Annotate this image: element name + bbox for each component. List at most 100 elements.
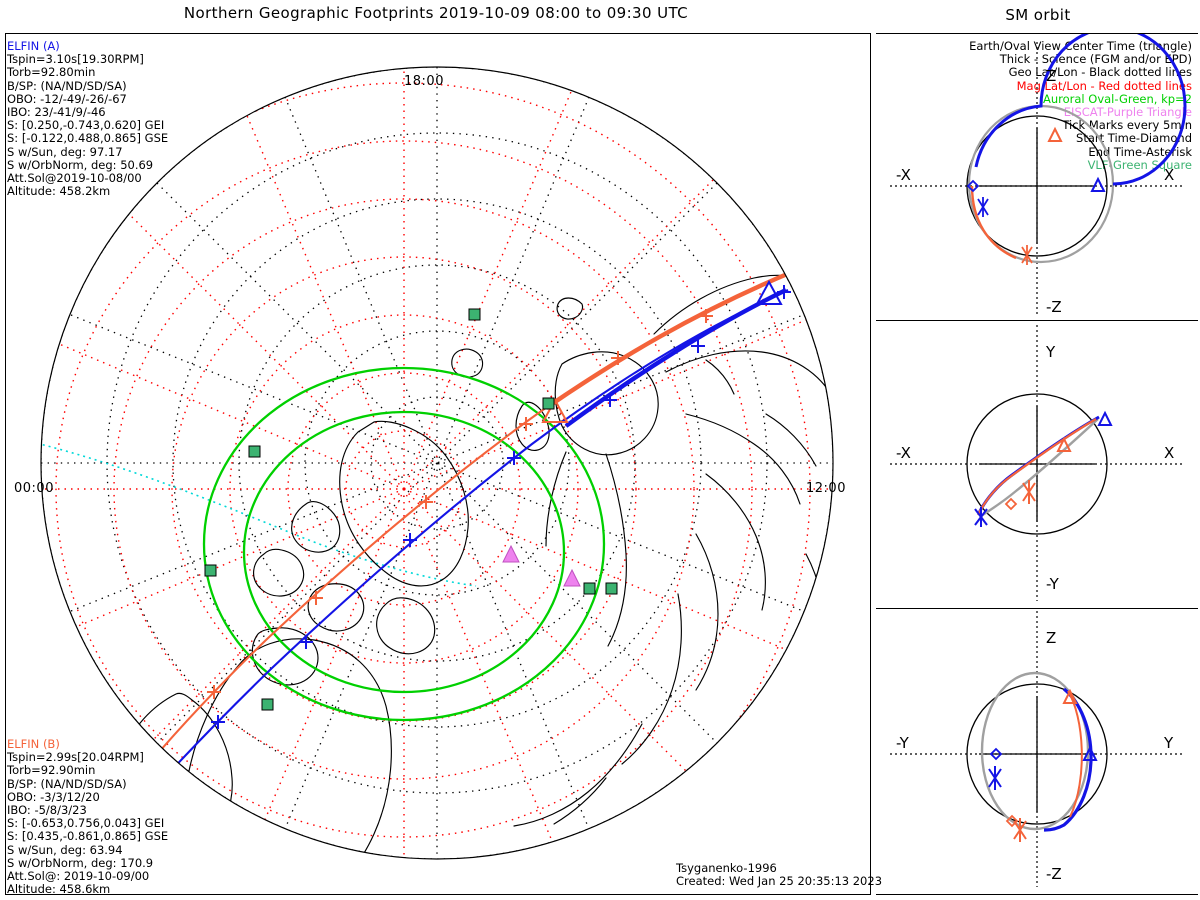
legend-item-4: Auroral Oval-Green, kp=2 xyxy=(1042,91,1192,106)
sm-xz-elfin-a-orbit xyxy=(974,34,1187,186)
elfin-b-line-6: S: [0.435,-0.861,0.865] GSE xyxy=(7,829,169,844)
elfin-b-info-block: ELFIN (B) Tspin=2.99s[20.04RPM] Torb=92.… xyxy=(7,737,169,897)
map-disk-edge xyxy=(40,66,834,860)
legend-item-3: Mag Lat/Lon - Red dotted lines xyxy=(1016,78,1192,93)
terminator-line xyxy=(41,433,477,587)
legend-item-0: Earth/Oval View Center Time (triangle) xyxy=(969,39,1192,53)
sm-yz-axis-label-top: Z xyxy=(1046,629,1056,647)
elfin-a-line-1: Torb=92.80min xyxy=(7,65,96,80)
elfin-b-name: ELFIN (B) xyxy=(7,737,60,751)
sm-xz-marker-diamond-a xyxy=(966,179,980,193)
elfin-a-info-block: ELFIN (A) Tspin=3.10s[19.30RPM] Torb=92.… xyxy=(7,39,169,199)
sm-yz-marker-diamond-b xyxy=(1005,814,1019,827)
sm-yz-elfin-b-orbit xyxy=(1067,690,1083,818)
polar-map-panel: 18:00 00:00 12:00 06:00 xyxy=(5,33,871,895)
field-model-label: Tsyganenko-1996 xyxy=(676,861,777,875)
sm-yz-marker-diamond-a xyxy=(989,747,1003,760)
sm-yz-earth-circle xyxy=(966,682,1108,825)
sm-orbit-title: SM orbit xyxy=(1005,6,1071,24)
sm-yz-axis-label-right: Y xyxy=(1163,734,1174,752)
sm-xy-elfin-b-orbit xyxy=(977,418,1097,516)
sm-xy-marker-asterisk-a xyxy=(974,507,988,528)
sm-xy-marker-asterisk-b xyxy=(1022,480,1036,505)
mlt-label-right: 12:00 xyxy=(806,481,846,496)
sm-yz-crosshair xyxy=(979,695,1095,812)
polar-map-svg xyxy=(40,66,834,860)
sm-xy-marker-diamond-b xyxy=(1004,498,1018,511)
elfin-a-line-2: B/SP: (NA/ND/SD/SA) xyxy=(7,78,127,93)
mlt-label-top: 18:00 xyxy=(404,74,444,89)
coastlines xyxy=(63,274,833,859)
sm-yz-elfin-a-orbit xyxy=(1043,687,1093,832)
sm-yz-marker-asterisk-b xyxy=(1013,817,1027,842)
mlt-label-left: 00:00 xyxy=(14,481,54,496)
figure-footer: Tsyganenko-1996 Created: Wed Jan 25 20:3… xyxy=(676,861,883,889)
created-timestamp: Created: Wed Jan 25 20:35:13 2023 xyxy=(676,874,883,889)
sm-panel-xz: Z -Z X -X xyxy=(876,33,1198,320)
sm-xy-elfin-a-orbit xyxy=(977,415,1100,514)
page-title: Northern Geographic Footprints 2019-10-0… xyxy=(183,4,689,22)
elfin-a-track xyxy=(125,288,789,821)
eiscat-stations xyxy=(502,544,581,587)
sm-xz-crosshair xyxy=(979,128,1095,244)
elfin-b-line-10: Altitude: 458.6km xyxy=(7,882,111,897)
sm-xz-axis-label-bottom: -Z xyxy=(1046,298,1062,316)
sm-xz-axis-label-right: X xyxy=(1164,166,1174,184)
legend-item-9: VLF-Green Square xyxy=(1087,157,1192,172)
view-center-triangle-b xyxy=(541,397,569,423)
elfin-a-line-10: Altitude: 458.2km xyxy=(7,184,111,199)
view-center-triangle-a xyxy=(755,279,783,305)
elfin-a-line-7: S w/Sun, deg: 97.17 xyxy=(7,144,123,159)
sm-xy-crosshair xyxy=(979,406,1095,523)
sm-xz-elfin-b-orbit xyxy=(970,185,1017,260)
auroral-oval xyxy=(202,366,606,722)
elfin-a-line-8: S w/OrbNorm, deg: 50.69 xyxy=(7,157,154,172)
elfin-a-line-4: IBO: 23/-41/9/-46 xyxy=(7,104,106,119)
elfin-b-track xyxy=(121,269,797,797)
legend-item-2: Geo Lat/Lon - Black dotted lines xyxy=(1008,65,1192,80)
sm-yz-marker-triangle-b xyxy=(1062,688,1078,704)
elfin-a-name: ELFIN (A) xyxy=(7,39,60,53)
elfin-b-line-4: IBO: -5/8/3/23 xyxy=(7,802,87,817)
sm-yz-marker-triangle-a xyxy=(1082,745,1098,761)
elfin-a-line-5: S: [0.250,-0.743,0.620] GEI xyxy=(7,118,165,133)
elfin-b-line-7: S w/Sun, deg: 63.94 xyxy=(7,842,123,857)
elfin-b-line-9: Att.Sol@: 2019-10-09/00 xyxy=(7,868,150,883)
sm-xy-axis-label-right: X xyxy=(1164,444,1174,462)
elfin-b-line-8: S w/OrbNorm, deg: 170.9 xyxy=(7,855,154,870)
sm-xy-axis-label-left: -X xyxy=(896,444,911,462)
elfin-b-line-1: Torb=92.90min xyxy=(7,763,96,778)
elfin-a-line-6: S: [-0.122,0.488,0.865] GSE xyxy=(7,131,169,146)
elfin-a-line-3: OBO: -12/-49/-26/-67 xyxy=(7,91,127,106)
sm-yz-axis-label-bottom: -Z xyxy=(1046,865,1062,883)
sm-xy-axis-label-top: Y xyxy=(1045,343,1056,361)
sm-yz-axis-label-left: -Y xyxy=(896,734,910,752)
sm-panel-xy: Y -Y X -X xyxy=(876,320,1198,607)
sm-xz-marker-asterisk-a xyxy=(977,197,989,217)
legend-item-6: Tick Marks every 5min xyxy=(1062,118,1192,133)
map-legend: Earth/Oval View Center Time (triangle) T… xyxy=(969,39,1192,172)
sm-panel-yz: Z -Z Y -Y xyxy=(876,607,1198,895)
elfin-b-line-5: S: [-0.653,0.756,0.043] GEI xyxy=(7,816,165,831)
elfin-a-line-9: Att.Sol@2019-10-08/00 xyxy=(7,170,142,185)
legend-item-1: Thick - Science (FGM and/or EPD) xyxy=(999,52,1192,67)
vlf-stations xyxy=(204,308,618,711)
sm-xy-axis-label-bottom: -Y xyxy=(1046,575,1060,593)
legend-item-8: End Time-Asterisk xyxy=(1088,144,1192,159)
elfin-b-line-3: OBO: -3/3/12/20 xyxy=(7,789,100,804)
sm-xz-axis-label-left: -X xyxy=(896,166,911,184)
elfin-a-line-0: Tspin=3.10s[19.30RPM] xyxy=(7,52,144,67)
elfin-a-tick-marks xyxy=(119,285,791,827)
sm-orbit-column: Z -Z X -X xyxy=(876,33,1198,895)
sm-xz-marker-triangle-b xyxy=(1047,126,1063,142)
elfin-b-line-2: B/SP: (NA/ND/SD/SA) xyxy=(7,776,127,791)
sm-xz-marker-triangle-a xyxy=(1090,176,1106,192)
sm-xy-earth-circle xyxy=(966,393,1108,535)
legend-item-5: EISCAT-Purple Triangle xyxy=(1063,104,1192,119)
sm-yz-marker-asterisk-a xyxy=(988,765,1002,790)
sm-xy-marker-triangle-b xyxy=(1056,437,1072,453)
sm-xz-axis-label-top: Z xyxy=(1046,67,1056,85)
sm-xy-reference-orbit xyxy=(980,418,1099,518)
sm-xz-marker-asterisk-b xyxy=(1021,245,1033,265)
